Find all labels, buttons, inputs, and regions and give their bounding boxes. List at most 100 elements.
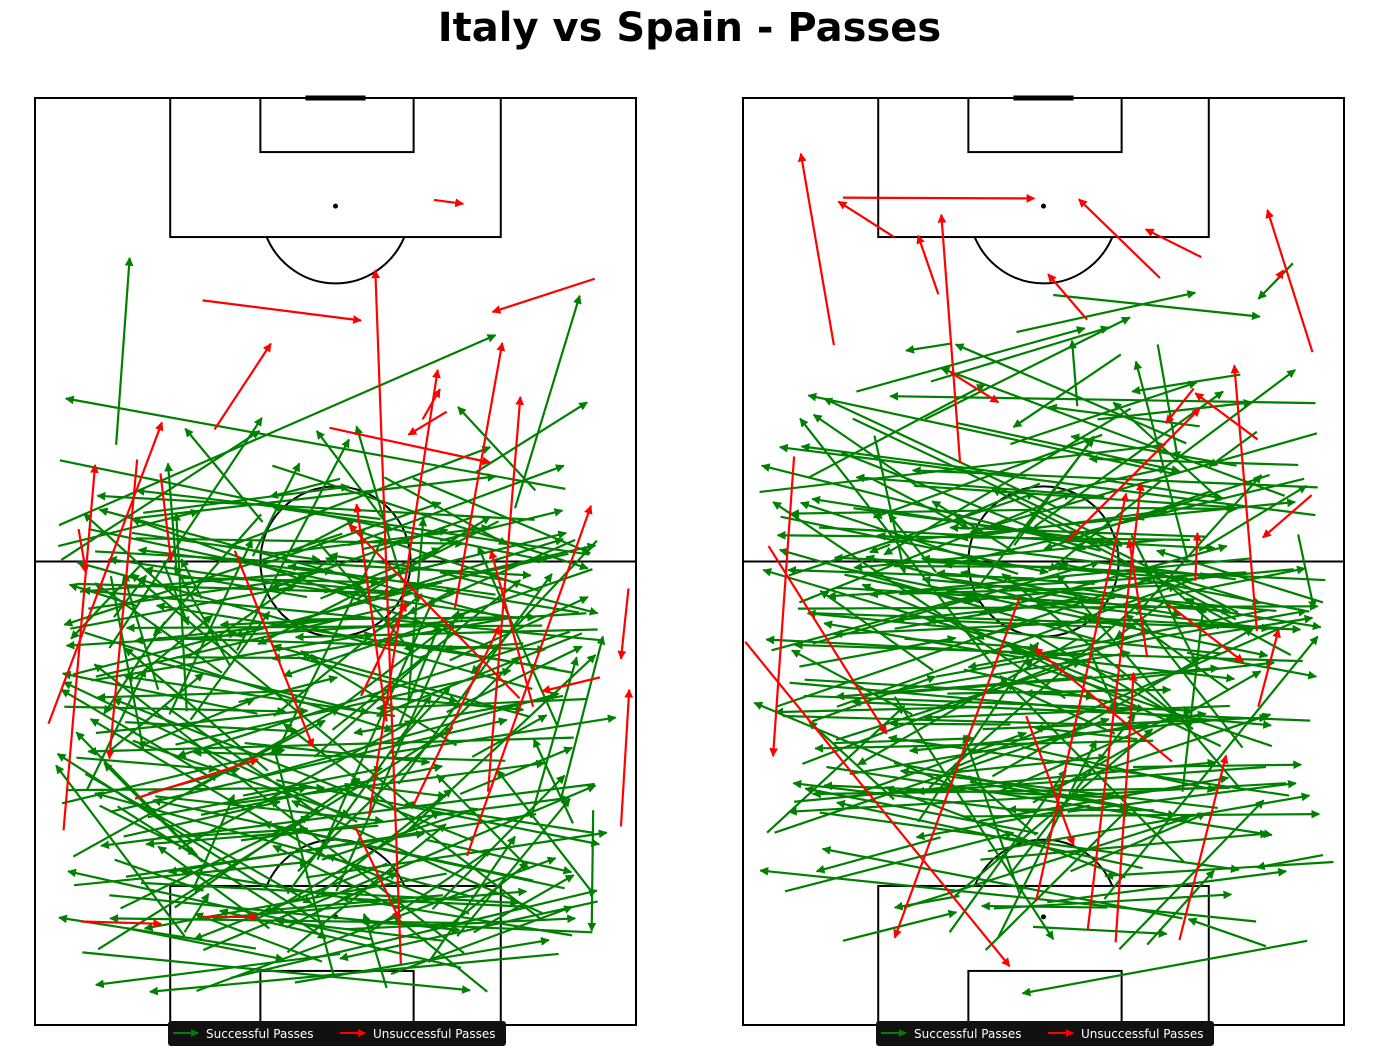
unsuccessful-pass-arrow [1230, 364, 1258, 632]
successful-pass-arrow [952, 753, 1108, 774]
successful-pass-arrow [114, 858, 205, 893]
unsuccessful-pass-arrow [1262, 494, 1313, 539]
unsuccessful-pass-arrow [619, 688, 634, 827]
legend-box [168, 1021, 506, 1046]
successful-pass-arrow [85, 668, 147, 791]
successful-pass-arrow [297, 656, 459, 704]
unsuccessful-pass-arrow [937, 213, 962, 464]
successful-pass-arrow [869, 543, 891, 554]
successful-pass-arrow [1257, 262, 1294, 300]
successful-pass-arrow [1297, 534, 1317, 610]
unsuccessful-pass-arrow [80, 919, 163, 928]
successful-pass-arrow [84, 631, 394, 733]
successful-pass-arrow [145, 824, 379, 848]
legend-italy: Successful Passes Unsuccessful Passes [168, 1021, 506, 1046]
successful-pass-arrow [772, 501, 1066, 700]
unsuccessful-pass-arrow [797, 152, 835, 346]
unsuccessful-pass-arrow [407, 410, 448, 436]
successful-pass-arrow [152, 513, 262, 637]
successful-pass-arrow [587, 810, 597, 932]
successful-pass-arrow [513, 294, 582, 509]
unsuccessful-pass-arrow [1257, 628, 1281, 708]
unsuccessful-pass-arrow [1114, 671, 1138, 943]
unsuccessful-pass-arrow [353, 503, 388, 722]
successful-pass-arrow [999, 675, 1185, 863]
unsuccessful-pass-arrow [1165, 387, 1195, 424]
successful-pass-arrow [819, 589, 934, 672]
successful-pass-arrow [775, 573, 1164, 708]
successful-pass-arrow [115, 257, 134, 445]
successful-pass-arrow [532, 738, 574, 824]
successful-pass-arrow [331, 579, 521, 731]
successful-pass-arrow [328, 552, 507, 582]
successful-pass-arrow [835, 675, 1093, 701]
successful-pass-arrow [959, 569, 1101, 602]
unsuccessful-pass-arrow [360, 602, 408, 697]
successful-pass-arrow [856, 326, 1086, 393]
successful-pass-arrow [407, 538, 576, 615]
successful-pass-arrow [869, 557, 1251, 599]
penalty-arc-top [265, 236, 406, 285]
successful-pass-arrow [58, 334, 497, 527]
successful-pass-arrow [183, 892, 210, 933]
successful-pass-arrow [134, 473, 497, 520]
successful-pass-arrow [1139, 617, 1244, 749]
successful-pass-arrow [132, 739, 351, 818]
successful-pass-arrow [852, 417, 1123, 548]
unsuccessful-pass-arrow [491, 277, 596, 314]
successful-pass-arrow [362, 527, 449, 551]
successful-pass-arrow [857, 638, 1078, 766]
successful-pass-arrow [799, 635, 957, 668]
successful-pass-arrow [1111, 659, 1276, 682]
successful-pass-arrow [194, 912, 323, 963]
successful-pass-arrow [67, 868, 372, 941]
successful-pass-arrow [1139, 565, 1306, 603]
successful-pass-arrow [457, 406, 537, 492]
successful-pass-arrow [1009, 712, 1137, 875]
successful-pass-arrow [61, 747, 286, 805]
unsuccessful-pass-arrow [465, 505, 593, 857]
successful-pass-arrow [861, 583, 1119, 690]
successful-pass-arrow [218, 908, 462, 969]
successful-pass-arrow [369, 847, 493, 933]
successful-pass-arrow [853, 538, 1163, 572]
unsuccessful-pass-arrow [1166, 602, 1245, 663]
successful-pass-arrow [121, 573, 160, 691]
unsuccessful-pass-arrow [1144, 228, 1202, 259]
successful-pass-arrow [1001, 573, 1194, 730]
successful-pass-arrow [172, 511, 188, 712]
successful-pass-arrow [459, 746, 573, 796]
successful-pass-arrow [58, 508, 200, 548]
successful-pass-arrow [1047, 867, 1288, 904]
successful-pass-arrow [903, 815, 1191, 909]
unsuccessful-pass-arrow [1178, 754, 1229, 941]
pitch-spain [742, 95, 1345, 1027]
successful-pass-arrow [1187, 917, 1267, 948]
successful-pass-arrow [404, 800, 593, 834]
successful-pass-arrow [176, 653, 320, 663]
successful-pass-arrow [1135, 473, 1270, 521]
successful-pass-arrow [905, 342, 951, 354]
successful-pass-arrow [73, 630, 238, 676]
successful-pass-arrow [1208, 430, 1258, 468]
successful-pass-arrow [192, 748, 506, 762]
successful-pass-arrow [439, 571, 599, 616]
successful-pass-arrow [782, 714, 1151, 731]
successful-pass-arrow [219, 616, 375, 629]
successful-pass-arrow [135, 486, 381, 521]
successful-pass-arrow [297, 655, 521, 873]
successful-pass-arrow [808, 720, 895, 801]
successful-pass-arrow [789, 681, 1273, 729]
unsuccessful-pass-arrow [329, 426, 492, 466]
successful-pass-arrow [792, 779, 1038, 814]
successful-pass-arrow [95, 599, 413, 678]
successful-pass-arrow [1032, 925, 1168, 938]
goal-area-top [259, 97, 415, 154]
legend-spain: Successful Passes Unsuccessful Passes [876, 1021, 1214, 1046]
legend-unsuccessful-label: Unsuccessful Passes [1081, 1027, 1204, 1041]
successful-pass-arrow [984, 807, 1130, 951]
unsuccessful-pass-arrow [453, 342, 506, 609]
successful-pass-arrow [813, 612, 1302, 634]
successful-pass-arrow [893, 562, 1067, 572]
unsuccessful-pass-arrow [1025, 715, 1075, 846]
